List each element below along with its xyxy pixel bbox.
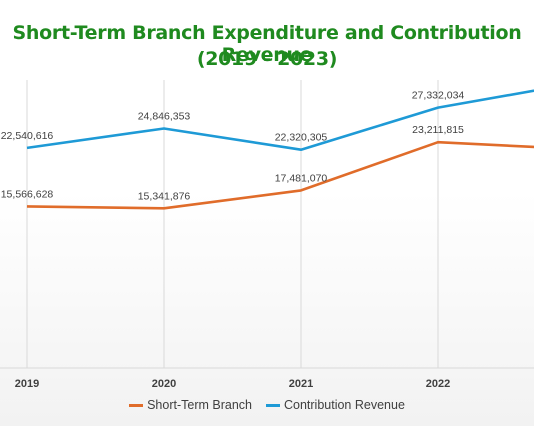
x-tick-2020: 2020	[152, 378, 176, 390]
x-tick-2022: 2022	[426, 378, 450, 390]
series-line-0	[26, 140, 534, 210]
data-label-1-2020: 24,846,353	[138, 110, 191, 122]
legend-label-contribution-revenue: Contribution Revenue	[283, 398, 405, 412]
chart-title: Short-Term Branch Expenditure and Contri…	[12, 22, 522, 66]
data-label-0-2022: 23,211,815	[412, 124, 464, 136]
legend-item-contribution-revenue: Contribution Revenue	[265, 398, 405, 412]
legend-item-short-term-branch: Short-Term Branch	[129, 398, 252, 412]
legend: Short-Term Branch Contribution Revenue	[0, 398, 534, 412]
x-tick-2019: 2019	[15, 378, 39, 390]
data-label-0-2019: 15,566,628	[1, 188, 54, 200]
legend-swatch-short-term-branch	[129, 403, 144, 407]
data-label-0-2020: 15,341,876	[138, 190, 191, 202]
data-label-1-2022: 27,332,034	[412, 90, 465, 102]
legend-label-short-term-branch: Short-Term Branch	[147, 398, 252, 412]
data-label-1-2019: 22,540,616	[1, 130, 54, 142]
chart-subtitle: (2019 - 2023)	[196, 48, 338, 70]
data-label-0-2021: 17,481,070	[275, 172, 328, 184]
x-tick-2021: 2021	[289, 378, 313, 390]
data-label-1-2021: 22,320,305	[275, 132, 328, 144]
legend-swatch-contribution-revenue	[265, 403, 280, 407]
series-line-1	[26, 89, 534, 151]
